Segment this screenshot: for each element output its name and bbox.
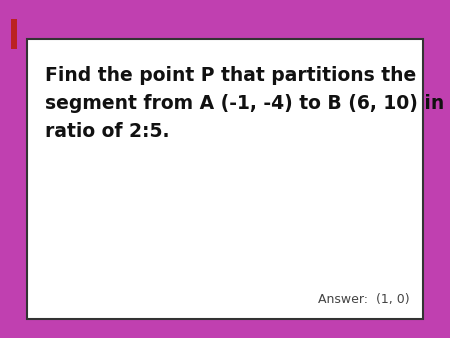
Bar <box>27 39 423 319</box>
Text: Answer:  (1, 0): Answer: (1, 0) <box>318 293 410 306</box>
Text: Find the point P that partitions the
segment from A (-1, -4) to B (6, 10) in the: Find the point P that partitions the seg… <box>45 66 450 141</box>
Bar <box>11 19 17 49</box>
